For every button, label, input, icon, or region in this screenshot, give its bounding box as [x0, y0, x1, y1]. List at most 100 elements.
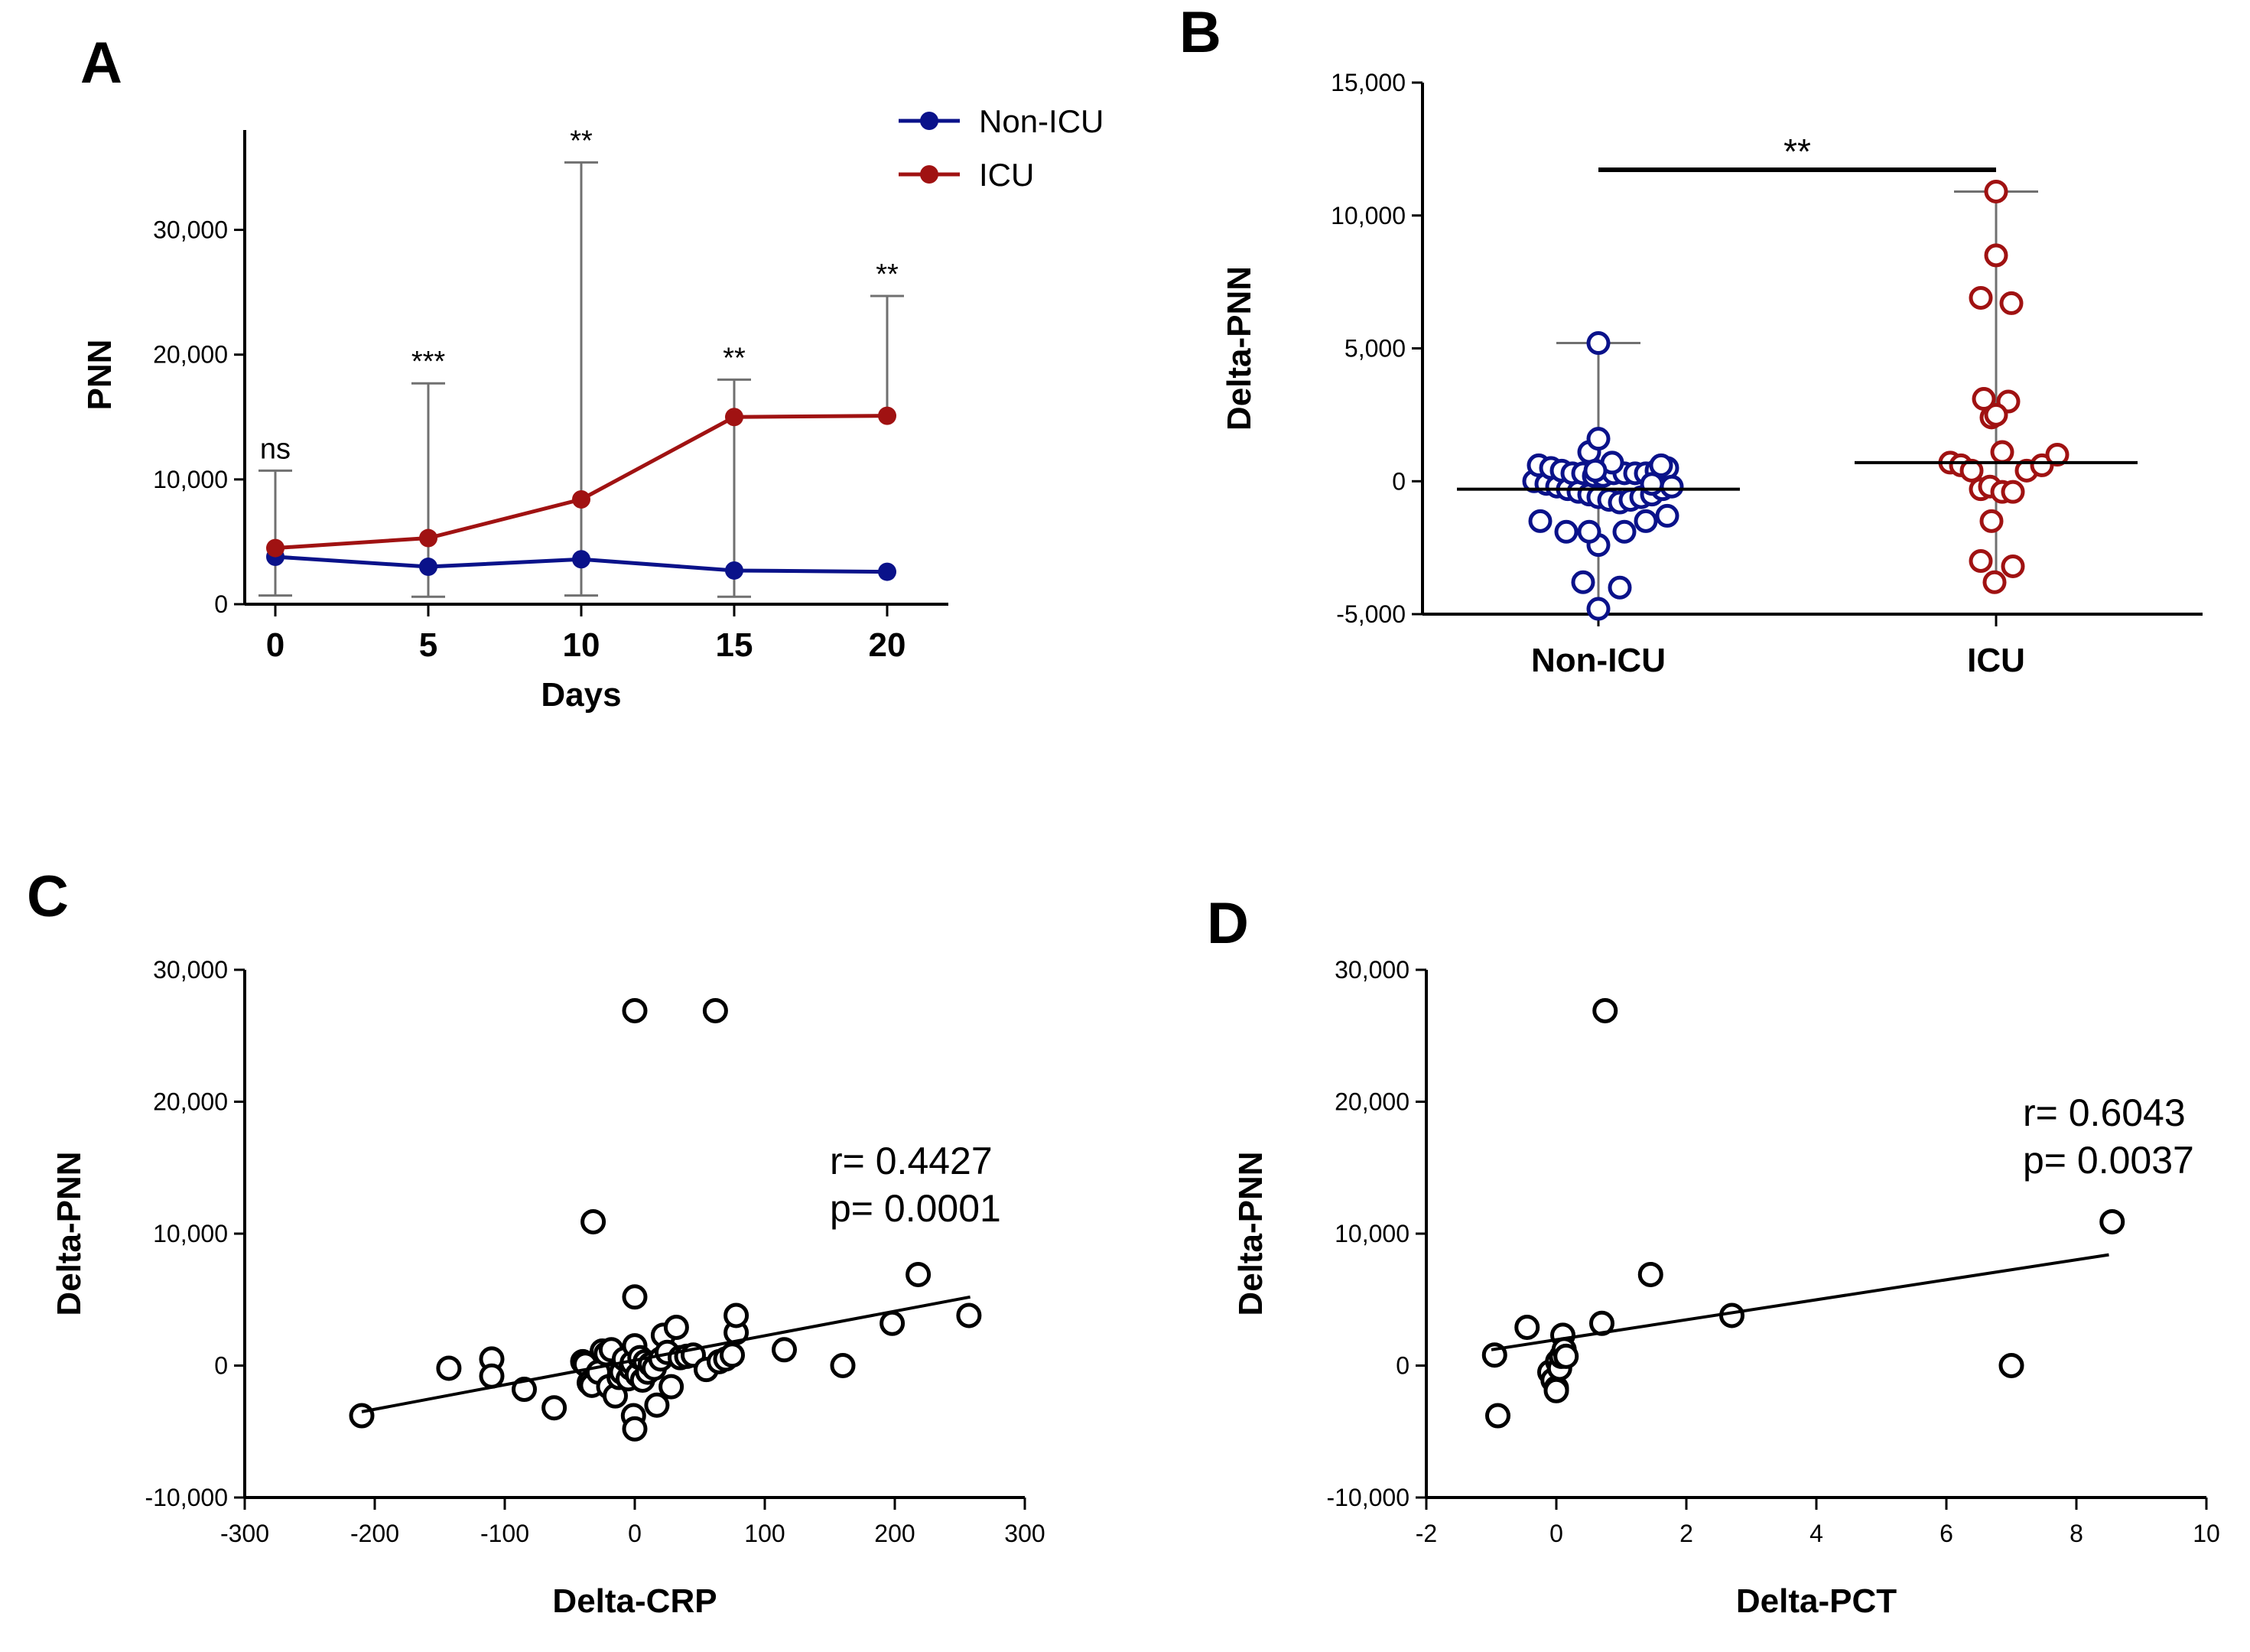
- x-tick-label-icu: ICU: [1967, 642, 2025, 679]
- y-tick-label: 10,000: [153, 466, 228, 493]
- data-point: [702, 997, 728, 1023]
- data-point-icu: [2001, 480, 2025, 504]
- data-point-icu: [1959, 458, 1984, 483]
- data-point-non-icu: [1634, 509, 1658, 533]
- data-point: [663, 1314, 689, 1340]
- data-point-non-icu: [1528, 509, 1553, 533]
- data-point-icu: [419, 528, 437, 548]
- data-point: [644, 1392, 670, 1418]
- data-point-non-icu: [1571, 570, 1595, 594]
- data-point-icu: [1984, 179, 2008, 203]
- x-tick-label: 20: [869, 626, 906, 664]
- data-point-non-icu: [725, 561, 743, 580]
- legend-marker: [920, 165, 938, 184]
- panel-c-scatter-plot: C -10,000 0 10,000 20,000 30,000 -300 -200 -100 0…: [27, 864, 1045, 1620]
- data-point: [512, 1377, 537, 1403]
- data-point: [658, 1374, 684, 1400]
- data-point: [349, 1403, 375, 1429]
- y-axis-title: Delta-PNN: [50, 1151, 88, 1315]
- correlation-r-label: r= 0.6043: [2023, 1091, 2186, 1134]
- data-point-non-icu: [1586, 331, 1611, 356]
- data-point-icu: [1982, 570, 2007, 594]
- significance-label: **: [723, 342, 746, 374]
- data-point-icu: [1979, 509, 2004, 533]
- regression-line: [1491, 1253, 2109, 1351]
- data-point-icu: [1984, 402, 2008, 427]
- data-point: [1543, 1377, 1569, 1403]
- x-axis-title: Delta-CRP: [552, 1582, 717, 1620]
- regression-line: [361, 1295, 971, 1413]
- x-tick-label: 0: [628, 1520, 642, 1547]
- data-point: [956, 1302, 982, 1328]
- data-point-non-icu: [1608, 575, 1632, 600]
- data-point: [880, 1310, 906, 1336]
- y-tick-label: 30,000: [1335, 956, 1410, 984]
- legend-marker: [920, 112, 938, 130]
- data-point: [436, 1355, 462, 1381]
- data-point: [622, 1284, 648, 1310]
- data-point-non-icu: [1655, 503, 1679, 528]
- x-tick-label: 0: [1549, 1520, 1563, 1547]
- significance-label: **: [1783, 132, 1811, 171]
- data-point: [1592, 997, 1618, 1023]
- y-tick-label: 20,000: [153, 341, 228, 369]
- data-point-non-icu: [1586, 597, 1611, 621]
- x-tick-label: 10: [2193, 1520, 2220, 1547]
- y-tick-label: 0: [1396, 1352, 1410, 1380]
- data-point: [906, 1261, 932, 1287]
- x-tick-label-non-icu: Non-ICU: [1531, 642, 1666, 679]
- data-point-icu: [266, 538, 285, 558]
- data-point-icu: [572, 489, 590, 509]
- x-tick-label: 8: [2070, 1520, 2083, 1547]
- y-tick-label: -10,000: [1326, 1484, 1410, 1511]
- y-tick-label: 0: [214, 590, 228, 618]
- data-point-icu: [878, 406, 896, 425]
- correlation-r-label: r= 0.4427: [830, 1140, 993, 1182]
- panel-b-dot-plot: B -5,000 0 5,000 10,000 15,000 Non-ICU ICU Delta…: [1179, 0, 2203, 679]
- x-tick-label: -100: [480, 1520, 529, 1547]
- data-point: [1514, 1314, 1540, 1340]
- data-point-non-icu: [1612, 519, 1637, 544]
- significance-label: ***: [411, 346, 446, 378]
- significance-label: **: [570, 125, 593, 157]
- data-point-icu: [1999, 291, 2024, 315]
- data-point: [1553, 1343, 1579, 1369]
- data-point: [720, 1342, 745, 1368]
- data-point-icu: [725, 408, 743, 427]
- significance-label: **: [876, 259, 899, 291]
- x-tick-label: -300: [220, 1520, 269, 1547]
- correlation-p-label: p= 0.0001: [830, 1187, 1001, 1230]
- data-point-icu: [1984, 243, 2008, 268]
- data-point-non-icu: [419, 558, 437, 577]
- y-tick-label: 10,000: [153, 1220, 228, 1247]
- data-point-icu: [2001, 554, 2025, 578]
- y-tick-label: 20,000: [1335, 1088, 1410, 1116]
- data-point: [580, 1208, 606, 1234]
- legend-label-non-icu: Non-ICU: [979, 103, 1104, 139]
- panel-label-a: A: [80, 31, 122, 96]
- x-axis-title: Delta-PCT: [1736, 1582, 1897, 1620]
- data-point-non-icu: [1660, 474, 1684, 499]
- data-point: [830, 1353, 856, 1378]
- data-point-non-icu: [572, 550, 590, 569]
- x-tick-label: 0: [266, 626, 285, 664]
- data-point: [723, 1302, 749, 1328]
- data-point-non-icu: [1583, 458, 1608, 483]
- data-point-non-icu: [1649, 453, 1673, 477]
- data-point-non-icu: [1554, 519, 1579, 544]
- data-point: [479, 1363, 505, 1389]
- x-tick-label: 4: [1809, 1520, 1823, 1547]
- data-point: [622, 997, 648, 1023]
- y-tick-label: 30,000: [153, 216, 228, 244]
- data-point: [1485, 1403, 1510, 1429]
- data-point-non-icu: [878, 562, 896, 581]
- data-point: [1998, 1353, 2024, 1378]
- data-point-icu: [1969, 285, 1993, 310]
- x-tick-label: 10: [563, 626, 600, 664]
- data-point-non-icu: [1586, 427, 1611, 451]
- panel-label-b: B: [1179, 0, 1221, 65]
- y-axis-title: Delta-PNN: [1221, 266, 1258, 431]
- x-tick-label: 5: [419, 626, 437, 664]
